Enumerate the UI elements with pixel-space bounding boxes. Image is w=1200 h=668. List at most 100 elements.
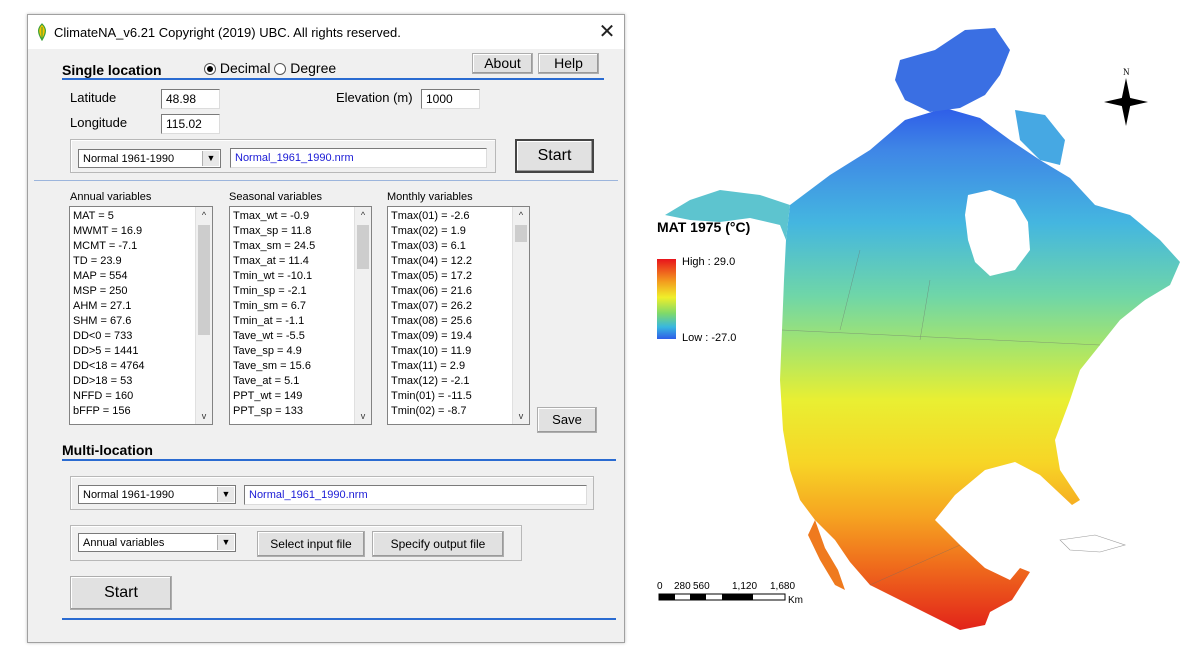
list-item[interactable]: PPT_wt = 149	[233, 390, 303, 402]
list-item[interactable]: PPT_sp = 133	[233, 405, 304, 417]
title-bar: ClimateNA_v6.21 Copyright (2019) UBC. Al…	[28, 15, 624, 49]
scale-label-4: 1,680	[770, 581, 795, 592]
list-item[interactable]: MAP = 554	[73, 270, 128, 282]
annual-scrollbar[interactable]: ^ v	[195, 207, 212, 424]
seasonal-variables-list[interactable]: Tmax_wt = -0.9 Tmax_sp = 11.8 Tmax_sm = 24…	[229, 206, 372, 425]
list-item[interactable]: Tmax(11) = 2.9	[391, 360, 466, 372]
climatena-window: ClimateNA_v6.21 Copyright (2019) UBC. Al…	[27, 14, 625, 643]
scroll-up-icon[interactable]: ^	[201, 210, 207, 220]
list-item[interactable]: Tave_wt = -5.5	[233, 330, 305, 342]
chevron-down-icon[interactable]: ▼	[217, 535, 234, 550]
select-input-file-button[interactable]: Select input file	[257, 531, 365, 557]
elevation-input[interactable]: 1000	[421, 89, 480, 109]
multi-period-select[interactable]: Normal 1961-1990 ▼	[78, 485, 236, 504]
list-item[interactable]: MAT = 5	[73, 210, 114, 222]
app-logo-icon	[38, 23, 46, 41]
scroll-thumb[interactable]	[198, 225, 210, 335]
list-item[interactable]: Tave_sp = 4.9	[233, 345, 302, 357]
list-item[interactable]: DD<18 = 4764	[73, 360, 145, 372]
list-item[interactable]: Tmax_wt = -0.9	[233, 210, 310, 222]
elevation-label: Elevation (m)	[336, 90, 413, 105]
period-file-field[interactable]: Normal_1961_1990.nrm	[230, 148, 487, 168]
list-item[interactable]: DD>18 = 53	[73, 375, 133, 387]
help-button[interactable]: Help	[538, 53, 599, 74]
multi-file-field[interactable]: Normal_1961_1990.nrm	[244, 485, 587, 505]
legend-low-label: Low : -27.0	[682, 332, 737, 344]
list-item[interactable]: Tmax_at = 11.4	[233, 255, 309, 267]
chevron-down-icon[interactable]: ▼	[202, 151, 219, 166]
bottom-divider	[62, 618, 616, 620]
list-item[interactable]: AHM = 27.1	[73, 300, 132, 312]
degree-radio[interactable]	[274, 63, 287, 76]
north-label: N	[1123, 67, 1130, 77]
list-item[interactable]: Tmin_at = -1.1	[233, 315, 305, 327]
list-item[interactable]: TD = 23.9	[73, 255, 122, 267]
list-item[interactable]: Tmax(12) = -2.1	[391, 375, 470, 387]
list-item[interactable]: Tmax(09) = 19.4	[391, 330, 473, 342]
list-item[interactable]: DD>5 = 1441	[73, 345, 139, 357]
list-item[interactable]: Tmax(08) = 25.6	[391, 315, 473, 327]
list-item[interactable]: Tave_sm = 15.6	[233, 360, 311, 372]
list-item[interactable]: Tmax(01) = -2.6	[391, 210, 470, 222]
scroll-down-icon[interactable]: v	[360, 411, 366, 421]
single-start-button[interactable]: Start	[515, 139, 594, 173]
scroll-thumb[interactable]	[357, 225, 369, 269]
list-item[interactable]: DD<0 = 733	[73, 330, 133, 342]
decimal-radio-label: Decimal	[219, 60, 271, 76]
chevron-down-icon[interactable]: ▼	[217, 487, 234, 502]
latitude-input[interactable]: 48.98	[161, 89, 220, 109]
monthly-scrollbar[interactable]: ^ v	[512, 207, 529, 424]
map-title: MAT 1975 (°C)	[657, 219, 751, 235]
seasonal-scrollbar[interactable]: ^ v	[354, 207, 371, 424]
list-item[interactable]: Tmin(01) = -11.5	[391, 390, 472, 402]
list-item[interactable]: Tmax(03) = 6.1	[391, 240, 466, 252]
scroll-thumb[interactable]	[515, 225, 527, 242]
north-arrow-icon	[1104, 78, 1148, 126]
list-item[interactable]: Tmax_sp = 11.8	[233, 225, 312, 237]
list-item[interactable]: Tmin_sp = -2.1	[233, 285, 307, 297]
window-title: ClimateNA_v6.21 Copyright (2019) UBC. Al…	[54, 25, 401, 40]
save-button[interactable]: Save	[537, 407, 597, 433]
monthly-variables-list[interactable]: Tmax(01) = -2.6 Tmax(02) = 1.9 Tmax(03) = …	[387, 206, 530, 425]
scale-label-3: 1,120	[732, 581, 757, 592]
close-icon[interactable]: ✕	[598, 21, 616, 43]
longitude-input[interactable]: 115.02	[161, 114, 220, 134]
list-item[interactable]: Tmax_sm = 24.5	[233, 240, 316, 252]
about-button[interactable]: About	[472, 53, 533, 74]
scale-label-2: 560	[693, 581, 710, 592]
list-item[interactable]: Tmax(07) = 26.2	[391, 300, 473, 312]
scroll-down-icon[interactable]: v	[518, 411, 524, 421]
seasonal-variables-header: Seasonal variables	[229, 191, 322, 203]
period-select[interactable]: Normal 1961-1990 ▼	[78, 149, 221, 168]
scroll-up-icon[interactable]: ^	[360, 210, 366, 220]
list-item[interactable]: bFFP = 156	[73, 405, 131, 417]
list-item[interactable]: Tmax(05) = 17.2	[391, 270, 473, 282]
scroll-up-icon[interactable]: ^	[518, 210, 524, 220]
list-item[interactable]: Tmin_wt = -10.1	[233, 270, 313, 282]
multi-start-button[interactable]: Start	[70, 576, 172, 610]
decimal-radio-group[interactable]: Decimal Degree	[204, 60, 336, 76]
arctic-islands	[895, 28, 1010, 112]
longitude-label: Longitude	[70, 115, 128, 130]
scale-bar	[658, 593, 786, 601]
scroll-down-icon[interactable]: v	[201, 411, 207, 421]
list-item[interactable]: Tmax(04) = 12.2	[391, 255, 473, 267]
scale-unit: Km	[788, 595, 803, 606]
monthly-variables-header: Monthly variables	[387, 191, 473, 203]
legend-color-ramp	[657, 259, 676, 339]
list-item[interactable]: Tave_at = 5.1	[233, 375, 300, 387]
list-item[interactable]: SHM = 67.6	[73, 315, 132, 327]
list-item[interactable]: NFFD = 160	[73, 390, 134, 402]
list-item[interactable]: Tmin_sm = 6.7	[233, 300, 307, 312]
list-item[interactable]: Tmax(06) = 21.6	[391, 285, 473, 297]
list-item[interactable]: Tmax(10) = 11.9	[391, 345, 472, 357]
variable-type-select[interactable]: Annual variables ▼	[78, 533, 236, 552]
list-item[interactable]: MCMT = -7.1	[73, 240, 138, 252]
decimal-radio[interactable]	[204, 63, 216, 76]
annual-variables-list[interactable]: MAT = 5 MWMT = 16.9 MCMT = -7.1 TD = 23.9 MA…	[69, 206, 213, 425]
specify-output-file-button[interactable]: Specify output file	[372, 531, 504, 557]
list-item[interactable]: MWMT = 16.9	[73, 225, 143, 237]
list-item[interactable]: Tmax(02) = 1.9	[391, 225, 466, 237]
list-item[interactable]: Tmin(02) = -8.7	[391, 405, 467, 417]
list-item[interactable]: MSP = 250	[73, 285, 128, 297]
